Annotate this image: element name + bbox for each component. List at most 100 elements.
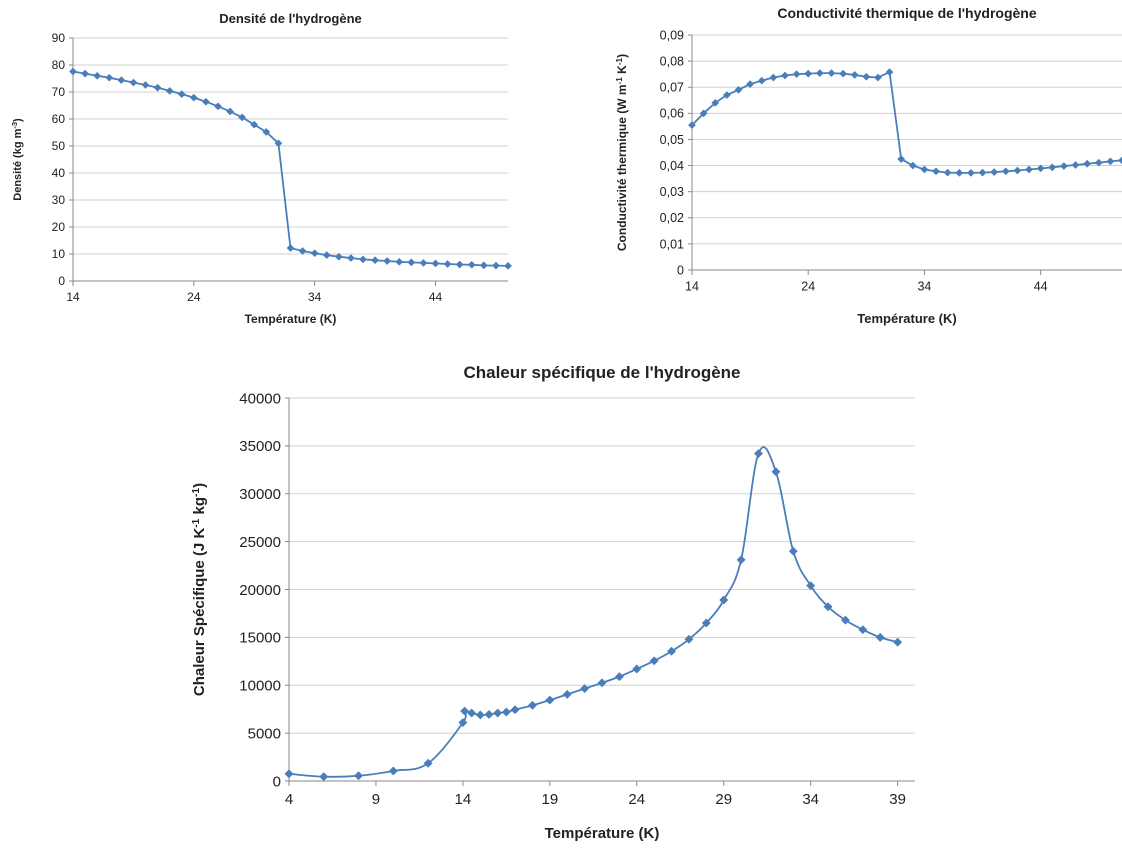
y-axis-label-part: Conductivité thermique (W m [615, 84, 629, 251]
data-point [1036, 164, 1045, 173]
data-point [117, 76, 126, 85]
x-tick-label: 9 [372, 791, 380, 808]
data-point [597, 678, 607, 688]
data-point [431, 259, 440, 268]
y-tick-label: 5000 [248, 725, 281, 742]
data-point [1025, 165, 1033, 174]
data-point [614, 672, 624, 682]
y-axis-label-superscript: -1 [615, 77, 624, 85]
x-tick-label: 29 [715, 791, 732, 808]
y-tick-label: 0,06 [660, 107, 684, 121]
data-point [769, 73, 778, 82]
data-point [504, 261, 512, 270]
data-point [310, 249, 319, 258]
data-point [419, 258, 428, 267]
y-tick-label: 0 [58, 274, 65, 288]
data-point [105, 73, 114, 82]
data-point [455, 260, 464, 269]
x-tick-label: 4 [285, 791, 293, 808]
data-point [467, 708, 477, 718]
y-tick-label: 30 [52, 193, 66, 207]
data-point [1059, 162, 1068, 171]
data-point [1001, 167, 1010, 176]
y-axis-label-superscript: -1 [191, 488, 202, 497]
data-point [823, 602, 833, 612]
data-point [262, 128, 271, 136]
data-point [354, 771, 364, 781]
data-point [443, 260, 452, 268]
data-point [510, 705, 520, 715]
data-point [458, 718, 468, 728]
data-point [284, 769, 294, 779]
data-point [746, 80, 755, 89]
data-point [298, 247, 307, 255]
data-point [346, 254, 355, 263]
data-point [792, 70, 801, 79]
x-axis-label: Température (K) [245, 312, 337, 326]
data-point [955, 168, 964, 177]
data-point [858, 625, 868, 635]
x-tick-label: 14 [685, 280, 699, 294]
data-point [753, 448, 764, 459]
y-tick-label: 40 [52, 166, 66, 180]
data-point [990, 168, 999, 177]
data-point [334, 252, 343, 261]
data-point [93, 71, 102, 80]
data-point [165, 86, 174, 95]
y-axis-label-superscript: -1 [615, 57, 624, 65]
data-point [757, 76, 766, 85]
x-tick-label: 24 [187, 290, 201, 304]
y-tick-label: 0,08 [660, 54, 684, 68]
data-point [274, 139, 283, 148]
series-line [72, 70, 509, 267]
data-point [893, 637, 903, 647]
data-point [667, 646, 677, 656]
data-point [943, 168, 952, 177]
data-point [460, 706, 470, 716]
y-tick-label: 0,03 [660, 185, 684, 199]
data-point [978, 168, 987, 177]
data-point [804, 69, 813, 78]
data-point [214, 102, 222, 111]
y-tick-label: 35000 [239, 438, 281, 455]
data-point [806, 581, 816, 591]
y-axis-label-superscript: -1 [191, 518, 202, 527]
y-tick-label: 0,02 [660, 211, 684, 225]
x-tick-label: 34 [917, 280, 931, 294]
conductivity-chart: Conductivité thermique de l'hydrogène 0 0,… [615, 5, 1122, 326]
y-axis-label: Densité (kg m-3) [10, 118, 25, 201]
y-axis-label-part: K [615, 65, 629, 77]
y-tick-label: 15000 [239, 630, 281, 647]
data-point [201, 97, 210, 106]
chart-title: Densité de l'hydrogène [219, 11, 362, 26]
data-point [238, 113, 247, 122]
y-tick-label: 90 [52, 31, 66, 45]
y-axis-label-superscript: -3 [10, 122, 19, 129]
data-point [493, 708, 503, 718]
data-point [908, 161, 917, 170]
data-point [932, 167, 941, 176]
y-tick-label: 80 [52, 58, 66, 72]
chart-title: Chaleur spécifique de l'hydrogène [463, 363, 740, 382]
x-tick-label: 44 [429, 290, 443, 304]
data-point [920, 165, 929, 174]
y-tick-label: 20000 [239, 582, 281, 599]
data-point [388, 766, 398, 776]
data-point [1106, 157, 1115, 166]
x-tick-label: 39 [889, 791, 906, 808]
data-point [359, 255, 367, 264]
x-tick-label: 34 [802, 791, 819, 808]
y-tick-label: 0,04 [660, 159, 684, 173]
y-tick-label: 0,07 [660, 81, 684, 95]
y-axis-label-part: ) [191, 483, 208, 488]
y-tick-label: 30000 [239, 486, 281, 503]
y-tick-label: 0,01 [660, 237, 684, 251]
x-axis-label: Température (K) [545, 825, 660, 842]
x-axis-label: Température (K) [857, 311, 956, 326]
y-axis-label-part: ) [12, 118, 24, 122]
y-tick-label: 50 [52, 139, 66, 153]
y-axis-label: Conductivité thermique (W m-1 K-1) [615, 54, 630, 251]
data-point [827, 69, 836, 78]
data-point [141, 81, 150, 89]
data-point [501, 707, 511, 717]
